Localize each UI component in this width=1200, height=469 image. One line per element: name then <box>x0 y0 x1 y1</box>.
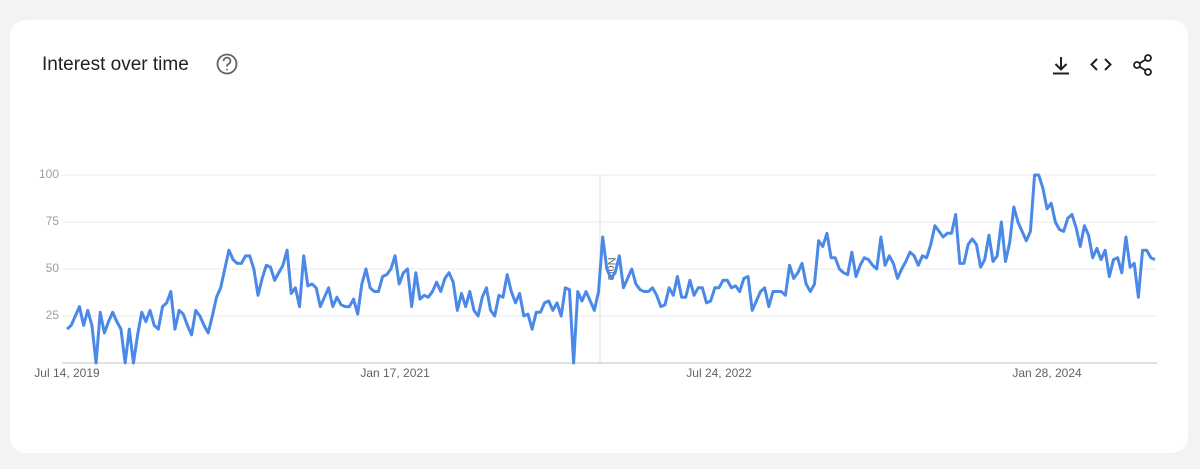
y-tick-label: 75 <box>46 214 60 228</box>
y-tick-label: 100 <box>39 167 59 181</box>
chart-title: Interest over time <box>42 54 189 75</box>
trend-line <box>65 173 1156 365</box>
x-tick-label: Jul 24, 2022 <box>686 366 752 380</box>
x-tick-label: Jul 14, 2019 <box>34 366 100 380</box>
embed-icon[interactable] <box>1090 58 1112 71</box>
plot: 25 50 75 100 Jul 14, 2019 Jan 17, 2021 Jul 24,… <box>34 167 1157 380</box>
x-tick-label: Jan 17, 2021 <box>360 366 430 380</box>
x-tick-label: Jan 28, 2024 <box>1012 366 1082 380</box>
y-tick-label: 50 <box>46 261 60 275</box>
y-tick-label: 25 <box>46 308 60 322</box>
help-icon[interactable] <box>216 53 238 75</box>
card-bg <box>10 20 1188 453</box>
share-icon[interactable] <box>1133 54 1152 76</box>
download-icon[interactable] <box>1053 57 1069 75</box>
